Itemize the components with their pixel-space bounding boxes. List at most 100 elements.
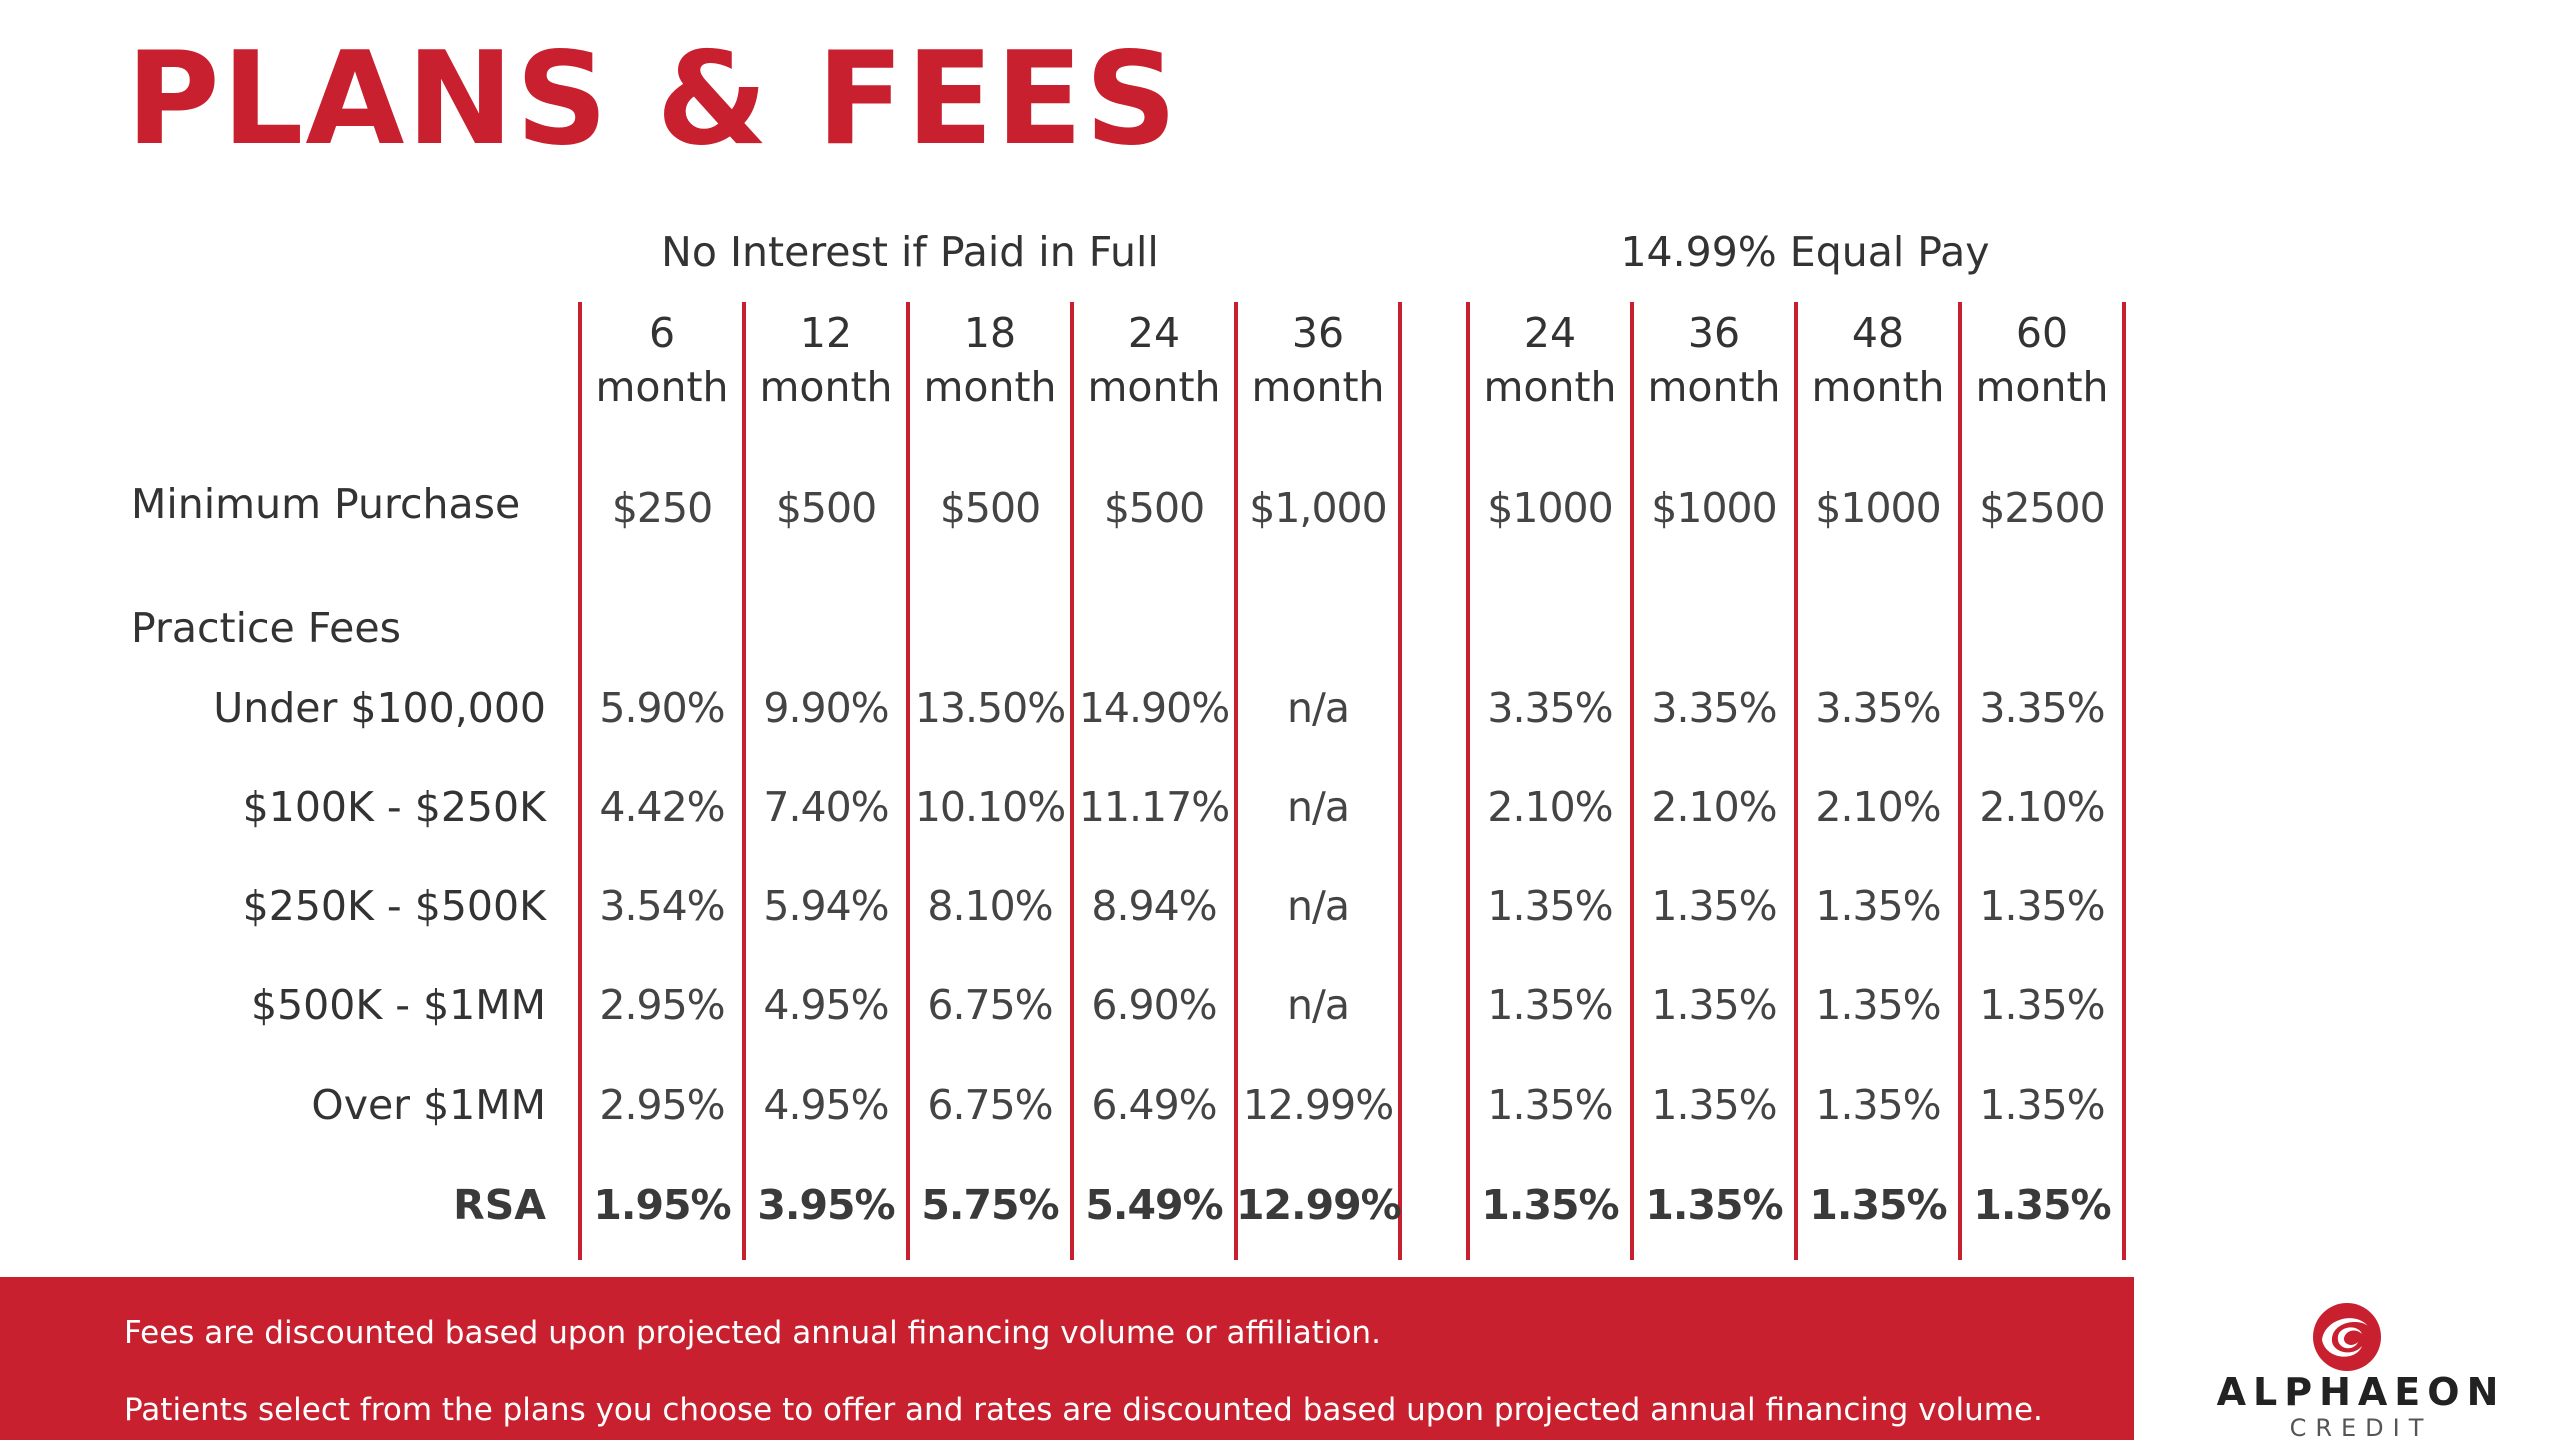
table-cell: 2.10% <box>1487 783 1613 831</box>
table-cell: 6.90% <box>1091 981 1217 1029</box>
table-cell: 1.35% <box>1973 1181 2111 1229</box>
row-label: $100K - $250K <box>242 783 546 831</box>
table-cell: 1.35% <box>1979 1081 2105 1129</box>
row-label: Under $100,000 <box>213 684 546 732</box>
table-cell: 8.10% <box>927 882 1053 930</box>
table-cell: $500 <box>775 484 877 532</box>
group-header-equal-pay: 14.99% Equal Pay <box>1620 228 1990 276</box>
table-cell: $1000 <box>1651 484 1777 532</box>
table-cell: n/a <box>1287 684 1350 732</box>
table-cell: 1.35% <box>1651 882 1777 930</box>
column-header: 18 month <box>923 309 1057 411</box>
table-cell: 4.42% <box>599 783 725 831</box>
column-header: 24 month <box>1087 309 1221 411</box>
table-cell: 11.17% <box>1078 783 1230 831</box>
column-divider <box>906 302 910 1260</box>
table-cell: 1.35% <box>1487 981 1613 1029</box>
table-cell: 1.35% <box>1815 981 1941 1029</box>
table-cell: 12.99% <box>1242 1081 1394 1129</box>
table-cell: 8.94% <box>1091 882 1217 930</box>
table-cell: n/a <box>1287 882 1350 930</box>
column-divider <box>1958 302 1962 1260</box>
table-cell: 9.90% <box>763 684 889 732</box>
column-divider <box>1398 302 1402 1260</box>
table-cell: 1.35% <box>1815 882 1941 930</box>
table-cell: $1000 <box>1487 484 1613 532</box>
table-cell: $1,000 <box>1249 484 1387 532</box>
table-cell: 1.35% <box>1651 1081 1777 1129</box>
table-cell: 1.35% <box>1645 1181 1783 1229</box>
table-cell: 14.90% <box>1078 684 1230 732</box>
table-cell: 12.99% <box>1236 1181 1402 1229</box>
table-cell: 6.49% <box>1091 1081 1217 1129</box>
table-cell: 2.10% <box>1979 783 2105 831</box>
table-cell: $2500 <box>1979 484 2105 532</box>
footer-note: Patients select from the plans you choos… <box>124 1392 2043 1428</box>
column-header: 36 month <box>1251 309 1385 411</box>
column-header: 12 month <box>759 309 893 411</box>
table-cell: 1.35% <box>1481 1181 1619 1229</box>
alphaeon-swirl-icon <box>2308 1300 2386 1374</box>
column-header: 36 month <box>1647 309 1781 411</box>
column-divider <box>1794 302 1798 1260</box>
table-cell: n/a <box>1287 981 1350 1029</box>
table-cell: 5.94% <box>763 882 889 930</box>
row-label: $250K - $500K <box>242 882 546 930</box>
column-divider <box>2122 302 2126 1260</box>
logo-subtitle: CREDIT <box>2289 1414 2433 1442</box>
table-cell: 5.49% <box>1085 1181 1223 1229</box>
table-cell: 1.35% <box>1979 981 2105 1029</box>
section-label-practice-fees: Practice Fees <box>131 604 401 652</box>
group-header-no-interest: No Interest if Paid in Full <box>661 228 1159 276</box>
column-header: 6 month <box>595 309 729 411</box>
table-cell: 10.10% <box>914 783 1066 831</box>
column-divider <box>1630 302 1634 1260</box>
table-cell: 3.35% <box>1651 684 1777 732</box>
column-divider <box>742 302 746 1260</box>
column-divider <box>1234 302 1238 1260</box>
table-cell: 6.75% <box>927 1081 1053 1129</box>
table-cell: n/a <box>1287 783 1350 831</box>
table-cell: 5.75% <box>921 1181 1059 1229</box>
column-header: 24 month <box>1483 309 1617 411</box>
table-cell: 4.95% <box>763 981 889 1029</box>
table-cell: 3.35% <box>1487 684 1613 732</box>
column-divider <box>1466 302 1470 1260</box>
table-cell: $500 <box>1103 484 1205 532</box>
footer-band <box>0 1277 2134 1440</box>
row-label: Over $1MM <box>311 1081 546 1129</box>
footer-note: Fees are discounted based upon projected… <box>124 1315 1381 1351</box>
column-divider <box>578 302 582 1260</box>
table-cell: 1.35% <box>1815 1081 1941 1129</box>
table-cell: $1000 <box>1815 484 1941 532</box>
table-cell: 1.35% <box>1487 1081 1613 1129</box>
column-header: 48 month <box>1811 309 1945 411</box>
table-cell: 7.40% <box>763 783 889 831</box>
row-label-minimum-purchase: Minimum Purchase <box>131 480 521 528</box>
row-label: $500K - $1MM <box>250 981 546 1029</box>
table-cell: 6.75% <box>927 981 1053 1029</box>
column-divider <box>1070 302 1074 1260</box>
table-cell: 5.90% <box>599 684 725 732</box>
table-cell: 1.95% <box>593 1181 731 1229</box>
table-cell: 1.35% <box>1651 981 1777 1029</box>
table-cell: 3.95% <box>757 1181 895 1229</box>
logo-wordmark: ALPHAEON <box>2216 1370 2506 1414</box>
table-cell: 3.54% <box>599 882 725 930</box>
table-cell: $250 <box>611 484 713 532</box>
table-cell: 2.95% <box>599 981 725 1029</box>
table-cell: $500 <box>939 484 1041 532</box>
page-title: PLANS & FEES <box>126 25 1179 174</box>
table-cell: 2.10% <box>1651 783 1777 831</box>
table-cell: 1.35% <box>1809 1181 1947 1229</box>
table-cell: 3.35% <box>1979 684 2105 732</box>
column-header: 60 month <box>1975 309 2109 411</box>
table-cell: 3.35% <box>1815 684 1941 732</box>
table-cell: 1.35% <box>1979 882 2105 930</box>
table-cell: 13.50% <box>914 684 1066 732</box>
table-cell: 2.10% <box>1815 783 1941 831</box>
table-cell: 1.35% <box>1487 882 1613 930</box>
row-label: RSA <box>453 1181 546 1229</box>
table-cell: 2.95% <box>599 1081 725 1129</box>
table-cell: 4.95% <box>763 1081 889 1129</box>
